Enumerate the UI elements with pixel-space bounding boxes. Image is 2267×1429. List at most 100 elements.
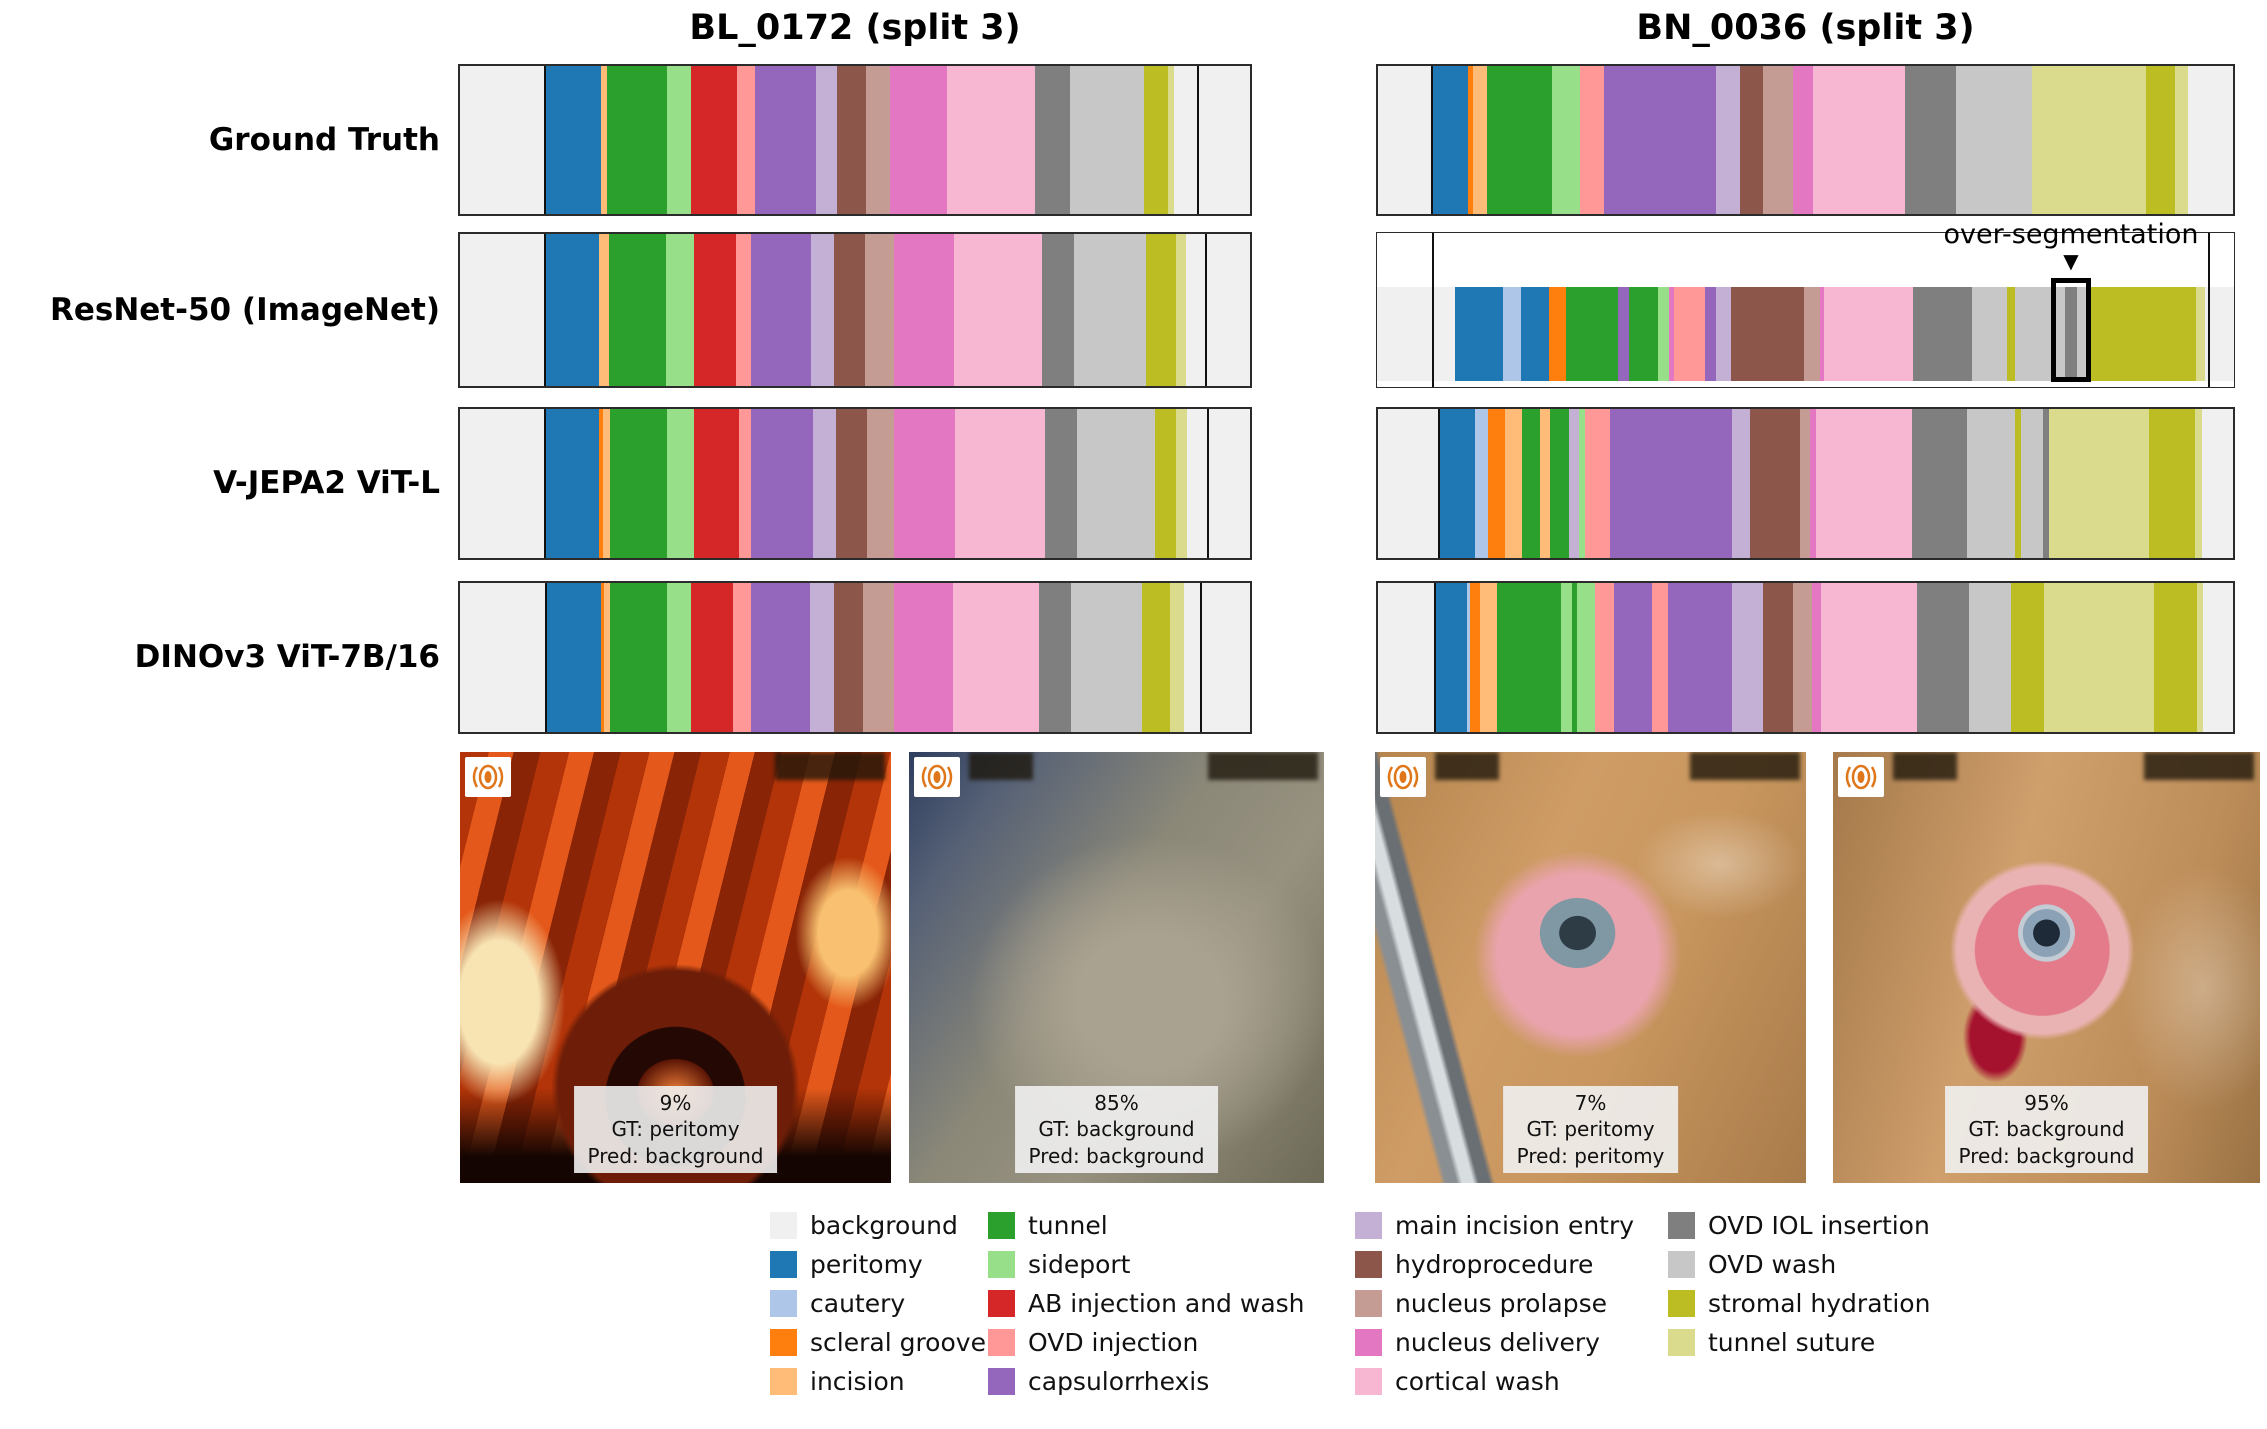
legend-item-cautery: cautery [770,1284,986,1323]
phase-segment-scleral [1488,409,1506,558]
timeline-bar-bn-ground-truth [1376,64,2235,216]
confidence-value: 95% [2024,1090,2069,1115]
phase-segment-ovd_iol [2043,409,2049,558]
phase-segment-main [1731,409,1750,558]
timeline-bar-bl-ground-truth [458,64,1252,216]
phase-segment-bg [1196,66,1250,214]
hospital-logo-icon [465,757,511,797]
legend-label-main: main incision entry [1395,1211,1635,1240]
legend-swatch-main [1355,1212,1382,1239]
phase-segment-ovd_iol [1912,409,1967,558]
phase-segment-scleral [599,409,603,558]
video-boundary-line [2208,233,2211,387]
phase-segment-peritomy [1431,66,1468,214]
row-label-dinov3: DINOv3 ViT-7B/16 [134,639,440,675]
phase-segment-ovd_iol [1045,409,1077,558]
legend-item-ovd_iol: OVD IOL insertion [1668,1206,1930,1245]
phase-segment-cautery [1466,583,1471,732]
phase-segment-tunnel [1496,583,1561,732]
legend-column-1: background peritomy cautery scleral groove i… [770,1206,986,1401]
phase-segment-delivery [1812,583,1821,732]
legend-label-cautery: cautery [810,1289,906,1318]
phase-segment-scleral [1549,286,1566,381]
phase-segment-ovd_wash [2015,286,2051,381]
phase-segment-main [816,66,837,214]
phase-segment-cautery [1474,409,1489,558]
legend-swatch-scleral [770,1329,797,1356]
phase-segment-ovd_wash [1955,66,2032,214]
surgical-frame-3: 7% GT: peritomy Pred: peritomy [1375,752,1806,1183]
hospital-logo-icon [1380,757,1426,797]
caption-pred: Pred: background [587,1143,764,1168]
phase-segment-incision [1472,66,1488,214]
phase-segment-ab [691,66,738,214]
phase-segment-stromal [1142,583,1171,732]
phase-segment-ab [691,583,734,732]
phase-segment-incision [599,234,609,386]
timeline-bar-bn-resnet50 [1376,232,2235,388]
phase-segment-stromal [2010,583,2044,732]
legend-swatch-peritomy [770,1251,797,1278]
caption-box: 85% GT: background Pred: background [1014,1085,1219,1173]
phase-segment-suture [1167,66,1174,214]
phase-segment-ovd_inj [1651,583,1668,732]
phase-segment-suture [2195,409,2202,558]
phase-segment-sideport [666,409,694,558]
legend-item-tunnel: tunnel [988,1206,1305,1245]
phase-segment-peritomy [544,583,601,732]
video-boundary-line [543,234,546,386]
phase-segment-ovd_iol [1042,234,1074,386]
legend-swatch-suture [1668,1329,1695,1356]
over-segmentation-box [2050,277,2091,383]
phase-segment-bg [1378,583,1434,732]
phase-segment-tunnel [1521,409,1541,558]
phase-segment-bg [1200,583,1250,732]
video-timestamp-block [969,752,1033,780]
phase-segment-main [811,234,835,386]
phase-segment-tunnel [608,234,667,386]
phase-segment-ovd_wash [1076,409,1156,558]
hospital-logo-icon [1838,757,1884,797]
column-title-bn0036: BN_0036 (split 3) [1636,8,1975,48]
video-boundary-line [1204,234,1207,386]
video-boundary-line [1437,409,1440,558]
phase-segment-peritomy [1437,409,1475,558]
phase-segment-sideport [666,234,694,386]
video-timestamp-block [1208,752,1318,780]
phase-segment-ovd_iol [1038,583,1072,732]
phase-segment-bg [1187,409,1207,558]
timeline-bar-bn-vjepa2 [1376,407,2235,560]
phase-segment-delivery [1809,409,1817,558]
surgical-frame-2: 85% GT: background Pred: background [909,752,1324,1183]
phase-segment-cortical [1824,286,1914,381]
phase-segment-bg [460,234,544,386]
legend-item-scleral: scleral groove [770,1323,986,1362]
phase-segment-incision [1479,583,1497,732]
phase-segment-bg [1377,286,1455,381]
phase-segment-hydro [834,234,866,386]
phase-segment-stromal [2090,286,2197,381]
prediction-band [1377,286,2234,381]
phase-segment-ovd_inj [733,583,751,732]
phase-segment-stromal [2006,286,2016,381]
legend-swatch-tunnel [988,1212,1015,1239]
over-segmentation-label: over-segmentation [1943,219,2199,250]
phase-segment-hydro [1749,409,1801,558]
phase-segment-ovd_inj [1584,409,1610,558]
video-timestamp-block [1435,752,1499,780]
legend-item-cortical: cortical wash [1355,1362,1634,1401]
caption-box: 7% GT: peritomy Pred: peritomy [1502,1085,1679,1173]
phase-segment-ovd_wash [1968,583,2011,732]
legend-label-delivery: nucleus delivery [1395,1328,1600,1357]
phase-segment-caps [751,409,814,558]
phase-segment-prolapse [865,66,890,214]
phase-segment-incision [603,583,611,732]
phase-segment-prolapse [865,234,894,386]
phase-segment-hydro [836,66,866,214]
phase-segment-stromal [1146,234,1176,386]
legend-swatch-prolapse [1355,1290,1382,1317]
legend-swatch-bg [770,1212,797,1239]
phase-segment-cortical [1816,409,1913,558]
phase-segment-suture [2174,66,2188,214]
phase-segment-ovd_iol [1035,66,1070,214]
